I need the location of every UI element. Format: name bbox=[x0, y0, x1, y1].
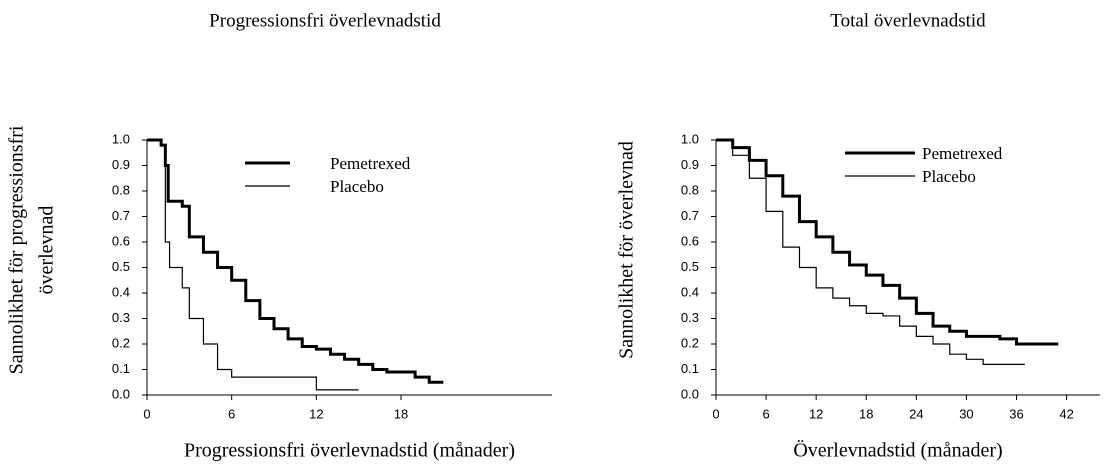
y-tick-label: 0.8 bbox=[112, 182, 130, 197]
y-tick-label: 0.4 bbox=[681, 284, 699, 299]
survival-curve bbox=[716, 139, 1025, 365]
survival-curve bbox=[716, 138, 1059, 346]
legend-label: Pemetrexed bbox=[330, 154, 411, 173]
x-tick-label: 18 bbox=[859, 406, 873, 421]
y-axis-label: Sannolikhet för överlevnad bbox=[616, 141, 638, 359]
x-tick-label: 18 bbox=[394, 406, 408, 421]
x-tick-label: 6 bbox=[228, 406, 235, 421]
y-tick-label: 0.7 bbox=[112, 208, 130, 223]
y-tick-label: 0.3 bbox=[681, 310, 699, 325]
chart-title: Progressionsfri överlevnadstid bbox=[209, 10, 441, 31]
y-tick-label: 0.2 bbox=[681, 335, 699, 350]
y-tick-label: 0.1 bbox=[681, 361, 699, 376]
y-tick-label: 0.1 bbox=[112, 361, 130, 376]
survival-curve bbox=[147, 139, 359, 391]
survival-curve bbox=[147, 138, 444, 384]
x-tick-label: 36 bbox=[1009, 406, 1023, 421]
y-tick-label: 1.0 bbox=[681, 131, 699, 146]
x-tick-label: 12 bbox=[309, 406, 323, 421]
y-tick-label: 0.2 bbox=[112, 335, 130, 350]
x-axis-label: Progressionsfri överlevnadstid (månader) bbox=[184, 440, 515, 462]
x-tick-label: 0 bbox=[712, 406, 719, 421]
y-tick-label: 0.3 bbox=[112, 310, 130, 325]
x-tick-label: 42 bbox=[1059, 406, 1073, 421]
x-tick-label: 12 bbox=[809, 406, 823, 421]
y-tick-label: 0.0 bbox=[681, 386, 699, 401]
x-tick-label: 6 bbox=[762, 406, 769, 421]
legend-label: Placebo bbox=[330, 177, 384, 196]
x-tick-label: 24 bbox=[909, 406, 923, 421]
y-tick-label: 0.7 bbox=[681, 208, 699, 223]
y-tick-label: 0.9 bbox=[112, 157, 130, 172]
y-tick-label: 0.8 bbox=[681, 182, 699, 197]
y-tick-label: 1.0 bbox=[112, 131, 130, 146]
x-tick-label: 0 bbox=[143, 406, 150, 421]
y-axis-label: Sannolikhet för progressionsfri bbox=[6, 125, 28, 374]
x-axis-label: Överlevnadstid (månader) bbox=[793, 439, 1002, 462]
y-tick-label: 0.6 bbox=[112, 233, 130, 248]
y-tick-label: 0.9 bbox=[681, 157, 699, 172]
y-tick-label: 0.6 bbox=[681, 233, 699, 248]
y-tick-label: 0.5 bbox=[681, 259, 699, 274]
y-axis-label: överlevnad bbox=[36, 206, 58, 295]
legend-label: Placebo bbox=[922, 167, 976, 186]
legend-label: Pemetrexed bbox=[922, 144, 1003, 163]
x-tick-label: 30 bbox=[959, 406, 973, 421]
y-tick-label: 0.0 bbox=[112, 386, 130, 401]
y-tick-label: 0.4 bbox=[112, 284, 130, 299]
chart-title: Total överlevnadstid bbox=[830, 10, 986, 31]
y-tick-label: 0.5 bbox=[112, 259, 130, 274]
